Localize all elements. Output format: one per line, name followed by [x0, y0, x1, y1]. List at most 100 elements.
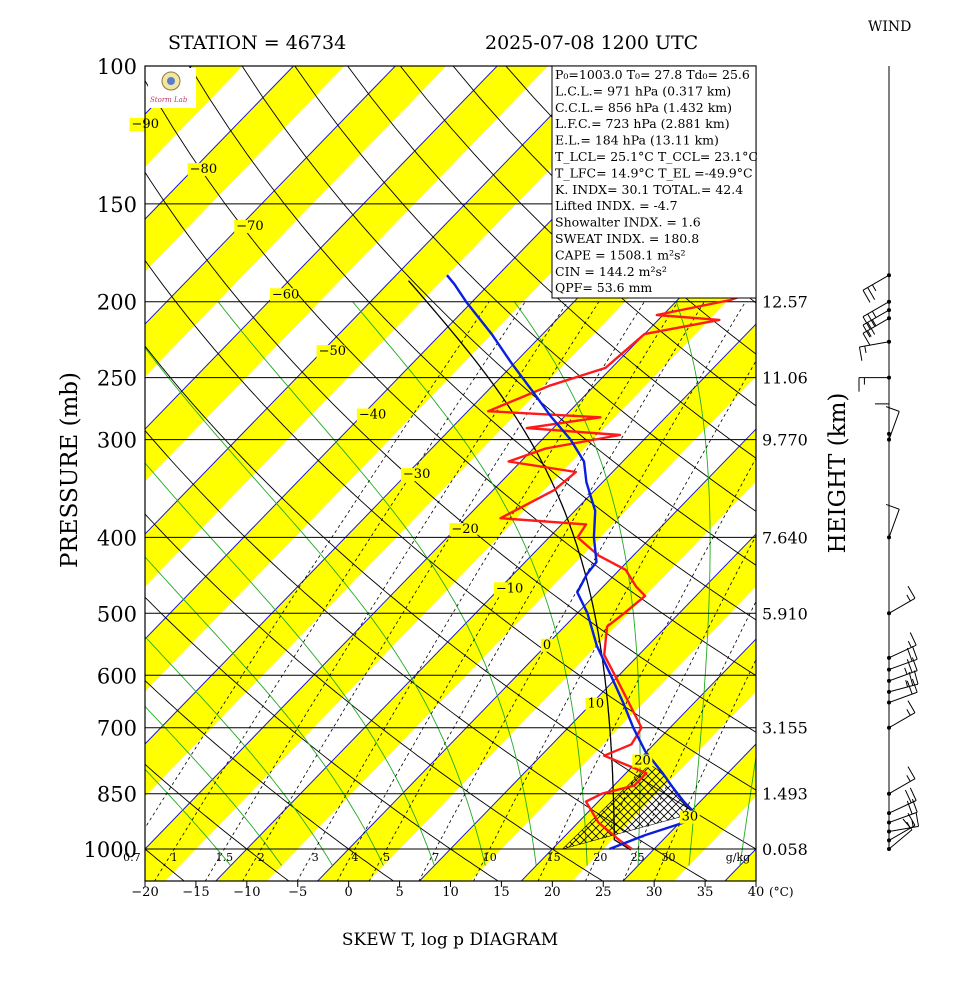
height-tick-label: 7.640: [762, 528, 808, 547]
isotherm-label-bg: [679, 810, 700, 824]
isotherm-label: −30: [403, 467, 430, 482]
isotherm-label-bg: [449, 523, 478, 537]
mixing-ratio-label: 5: [383, 851, 390, 864]
mixing-ratio-line: [622, 600, 756, 881]
mixing-ratio-line: [336, 301, 679, 881]
dewpoint-profile-line: [446, 274, 697, 851]
mixing-ratio-line: [473, 360, 756, 881]
wind-barb-flag: [908, 671, 914, 686]
wind-barb-staff: [888, 411, 900, 440]
mixing-ratio-line: [418, 301, 746, 881]
pressure-tick-label: 150: [97, 193, 137, 217]
isotherm-label: −80: [190, 162, 217, 177]
wind-barb-staff: [888, 658, 918, 671]
mixing-ratio-line: [537, 457, 756, 881]
x-tick-label: −20: [131, 885, 158, 900]
wind-barb-staff: [862, 317, 890, 334]
isotherm-label-bg: [234, 220, 263, 234]
isotherm-band: [145, 66, 345, 272]
wind-barb-flag: [867, 313, 876, 327]
height-tick-label: 12.57: [762, 293, 808, 312]
x-tick-label: 25: [595, 885, 612, 900]
wind-barb-flag: [913, 670, 919, 685]
wind-barb-flag: [862, 289, 871, 303]
pressure-tick-label: 200: [97, 291, 137, 315]
info-line: Lifted INDX. = -4.7: [555, 198, 678, 213]
height-tick-label: 0.058: [762, 840, 808, 859]
x-tick-label: 10: [442, 885, 459, 900]
mixing-ratio-label: g/kg: [726, 851, 750, 864]
moist-adiabat-line: [739, 753, 756, 866]
moist-adiabat-line: [145, 705, 283, 866]
mixing-ratio-label: 1: [171, 851, 178, 864]
info-line: C.C.L.= 856 hPa (1.432 km): [555, 100, 732, 115]
wind-column: [858, 66, 920, 851]
pressure-tick-label: 500: [97, 602, 137, 626]
isotherm-label: −20: [451, 522, 478, 537]
info-line: Showalter INDX. = 1.6: [555, 215, 701, 230]
isotherm-label-bg: [269, 288, 298, 302]
isotherm-label-bg: [356, 408, 385, 422]
info-line: L.C.L.= 971 hPa (0.317 km): [555, 83, 731, 98]
wind-barb-flag: [904, 667, 908, 675]
isotherm-label-bg: [129, 117, 158, 131]
isotherm-label: −10: [496, 581, 523, 596]
height-tick-label: 5.910: [762, 604, 808, 623]
wind-barb-flag: [906, 775, 911, 782]
isotherm-label-bg: [493, 582, 522, 596]
mixing-ratio-lines: [145, 301, 756, 881]
wind-barb-staff: [888, 800, 917, 814]
dry-adiabat-line: [347, 66, 756, 459]
chart-title: SKEW T, log p DIAGRAM: [342, 930, 558, 950]
moist-adiabat-line: [145, 347, 486, 866]
wind-barb-flag: [885, 406, 900, 412]
wind-barb-staff: [888, 811, 918, 823]
y2-axis-label: HEIGHT (km): [825, 393, 851, 554]
wind-barb-flag: [905, 680, 909, 688]
wind-barb-flag: [906, 659, 913, 673]
wind-barb-staff: [862, 301, 890, 318]
mixing-ratio-line: [204, 301, 569, 881]
wind-barb-flag: [862, 316, 871, 330]
wind-barb-staff: [888, 825, 919, 833]
temperature-axis: −20 −15 −10 −5 0 5 10 15 20 25 30 35 40: [131, 881, 764, 900]
wind-barb-flag: [906, 821, 911, 829]
dry-adiabat-line: [145, 513, 604, 881]
pressure-axis: 100 150 200 250 300 400 500 600 700 850 1000: [84, 55, 137, 862]
mixing-ratio-label: 7: [432, 851, 439, 864]
isotherm-line: [145, 66, 498, 430]
info-line: K. INDX= 30.1 TOTAL.= 42.4: [555, 182, 743, 197]
wind-barb-staff: [888, 829, 913, 850]
isotherm-label-bg: [632, 754, 653, 768]
isotherm-band: [145, 66, 650, 587]
x-tick-label: 20: [544, 885, 561, 900]
moist-adiabat-line: [145, 462, 435, 866]
mixing-ratio-label: 25: [631, 851, 645, 864]
wind-barb-staff: [888, 778, 916, 795]
info-line: SWEAT INDX. = 180.8: [555, 231, 699, 246]
moist-adiabat-line: [145, 556, 384, 866]
pressure-tick-label: 1000: [84, 838, 137, 862]
mixing-ratio-line: [145, 301, 490, 829]
mixing-ratio-line: [296, 301, 645, 881]
wind-barb-staff: [862, 274, 890, 291]
info-line: L.F.C.= 723 hPa (2.881 km): [555, 116, 730, 131]
wind-barb-staff: [862, 309, 890, 326]
isotherm-band: [145, 219, 756, 881]
wind-barb-flag: [907, 640, 912, 648]
wind-barb-flag: [867, 330, 872, 337]
wind-barb-flag: [906, 647, 913, 662]
dry-adiabat-line: [783, 30, 960, 881]
x-tick-label: 15: [493, 885, 510, 900]
y-axis-label: PRESSURE (mb): [57, 372, 83, 568]
info-line: T_LCL= 25.1°C T_CCL= 23.1°C: [555, 149, 758, 164]
isotherm-label: 30: [682, 810, 699, 825]
mixing-ratio-labels: 0.7 1 1.5 2 3 4 5 7 10 15 20 25 30 g/kg: [123, 851, 750, 864]
wind-barb-flag: [911, 798, 918, 813]
dry-adiabat-line: [145, 79, 756, 677]
height-tick-label: 9.770: [762, 431, 808, 450]
mixing-ratio-line: [653, 658, 756, 881]
mixing-ratio-label: 10: [483, 851, 497, 864]
wind-barb-flag: [909, 787, 917, 801]
pressure-tick-label: 400: [97, 526, 137, 550]
